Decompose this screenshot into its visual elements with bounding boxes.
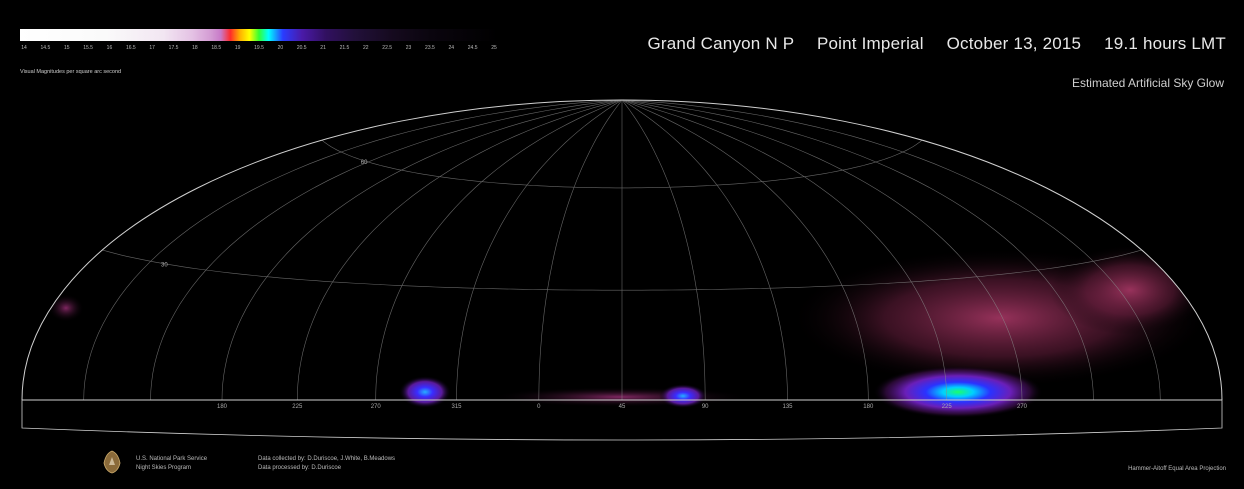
collected-by: Data collected by: D.Duriscoe, J.White, … [258, 456, 396, 462]
altitude-label: 30 [161, 262, 168, 268]
meridian-line [621, 99, 1023, 401]
scale-tick-label: 22.5 [382, 45, 393, 51]
title-location: Grand Canyon N P [647, 34, 795, 53]
chart-subtitle: Estimated Artificial Sky Glow [1071, 76, 1224, 90]
chart-title: Grand Canyon N P Point Imperial October … [629, 34, 1226, 54]
meridian-line [621, 99, 788, 400]
scale-tick-label: 15.5 [83, 45, 93, 51]
azimuth-label: 225 [942, 404, 953, 410]
glow-dome-center [659, 384, 707, 408]
scale-tick-label: 23 [405, 45, 412, 51]
scale-tick-label: 21.5 [339, 45, 350, 51]
azimuth-label: 270 [371, 404, 382, 410]
scale-tick-label: 18.5 [211, 45, 222, 51]
agency-line-2: Night Skies Program [136, 465, 192, 471]
meridian-line [297, 99, 623, 401]
coordinate-grid [83, 99, 1161, 401]
dome-outline [21, 99, 1223, 401]
scale-tick-label: 19.5 [254, 45, 264, 51]
azimuth-label: 270 [1017, 404, 1028, 410]
scale-tick-label: 15 [63, 45, 70, 51]
azimuth-label: 180 [863, 404, 874, 410]
meridian-line [621, 99, 1161, 401]
scale-tick-label: 16.5 [125, 45, 136, 51]
azimuth-label: 225 [292, 404, 303, 410]
meridian-line [150, 99, 623, 401]
scale-tick-label: 25 [491, 45, 497, 51]
meridian-line [621, 99, 1094, 401]
altitude-circle [321, 139, 923, 189]
meridian-line [621, 99, 947, 401]
meridian-line [621, 99, 706, 401]
meridian-line [621, 99, 869, 401]
meridian-line [375, 99, 623, 401]
projection-label: Hammer-Aitoff Equal Area Projection [1128, 466, 1226, 472]
scale-tick-label: 20.5 [296, 45, 307, 51]
arrowhead-icon [103, 450, 121, 474]
title-date: October 13, 2015 [946, 34, 1082, 53]
magnitude-color-scale [20, 29, 498, 41]
scale-tick-label: 22 [363, 45, 369, 51]
azimuth-label: 45 [619, 404, 626, 410]
scale-ticks: 14 14.5 15 15.5 16 16.5 17 17.5 18 18.5 19 19.5 20 20… [20, 45, 498, 55]
azimuth-label: 180 [217, 404, 228, 410]
agency-credit: U.S. National Park Service Night Skies P… [136, 455, 207, 473]
scale-tick-label: 17 [149, 45, 155, 51]
meridian-line [83, 99, 623, 401]
title-time: 19.1 hours LMT [1104, 34, 1226, 53]
scale-label: Visual Magnitudes per square arc second [20, 69, 122, 75]
data-credit: Data collected by: D.Duriscoe, J.White, … [258, 455, 395, 473]
azimuth-label: 0 [537, 404, 541, 410]
meridian-line [538, 99, 623, 401]
processed-by: Data processed by: D.Duriscoe [258, 465, 342, 471]
haze-west [48, 294, 84, 322]
scale-tick-label: 21 [320, 45, 326, 51]
scale-tick-label: 14 [21, 45, 27, 51]
scale-tick-label: 19 [234, 45, 241, 51]
glow-dome-las-vegas [873, 366, 1043, 418]
azimuth-label: 135 [782, 404, 793, 410]
agency-line-1: U.S. National Park Service [136, 456, 208, 462]
azimuth-label: 90 [702, 404, 709, 410]
lower-boundary [21, 400, 1223, 441]
scale-tick-label: 23.5 [425, 45, 435, 51]
scale-tick-label: 20 [277, 45, 284, 51]
scale-tick-label: 18 [192, 45, 198, 51]
axis-labels: 180 225 270 315 0 45 90 135 180 225 270 60 30 [161, 160, 1028, 410]
scale-tick-label: 24.5 [467, 45, 478, 51]
horizon-frame [21, 99, 1223, 441]
altitude-label: 60 [361, 160, 368, 166]
azimuth-label: 315 [451, 404, 462, 410]
scale-tick-label: 14.5 [40, 45, 51, 51]
altitude-circle [102, 249, 1142, 291]
scale-tick-label: 24 [448, 45, 455, 51]
meridian-line [456, 99, 623, 400]
glow-dome-west [399, 376, 451, 408]
scale-tick-label: 17.5 [168, 45, 179, 51]
title-site: Point Imperial [816, 34, 924, 53]
scale-tick-label: 16 [106, 45, 113, 51]
meridian-line [221, 99, 623, 401]
